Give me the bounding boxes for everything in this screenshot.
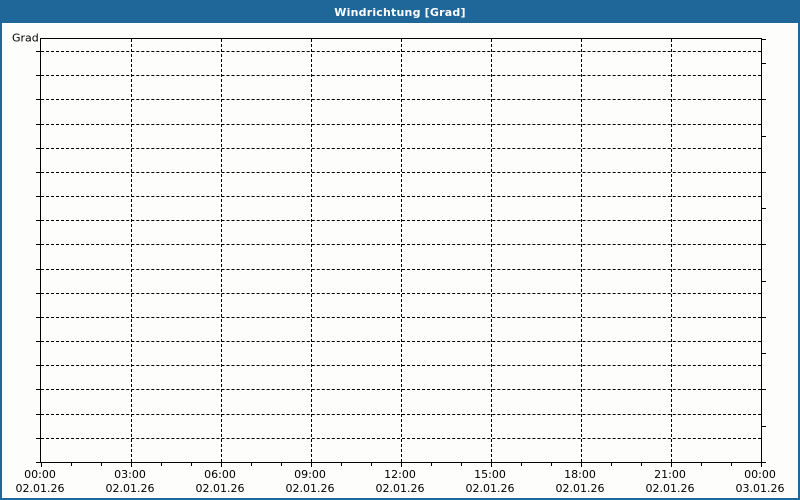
x-axis-label-date: 02.01.26 [15,482,65,495]
x-axis-label: 09:00 02.01.26 [286,468,335,496]
x-axis-label: 15:00 02.01.26 [466,468,515,496]
y-axis-tick-right [762,244,766,246]
y-axis-tick-left [36,316,40,318]
y-axis-tick-left [36,75,40,77]
x-axis-label-time: 00:00 [744,468,776,481]
gridline-vertical [581,39,582,462]
x-axis-tick-minor [371,463,372,466]
x-axis-tick-minor [701,463,702,466]
x-axis-label-date: 02.01.26 [645,482,695,495]
y-axis-tick-right [762,99,766,101]
x-axis-label-time: 12:00 [384,468,416,481]
page-title: Windrichtung [Grad] [334,6,466,19]
y-axis-tick-left [36,244,40,246]
x-axis-label-time: 15:00 [474,468,506,481]
y-axis-tick-right [762,316,766,318]
x-axis-label: 12:00 02.01.26 [376,468,425,496]
y-axis-tick-right [762,425,766,427]
x-axis-tick-minor [191,463,192,466]
x-axis-tick-minor [521,463,522,466]
y-axis-unit-label: Grad [12,31,39,45]
plot-area: 0306090120150180210240270300330360390420… [36,38,766,467]
y-axis-tick-left [36,196,40,198]
y-axis-tick-left [36,51,40,53]
y-axis-tick-left [36,268,40,270]
x-axis-tick-minor [161,463,162,466]
x-axis-label-date: 02.01.26 [375,482,425,495]
x-axis-label-time: 09:00 [294,468,326,481]
y-axis-tick-left [36,171,40,173]
y-axis-tick-left [36,341,40,343]
x-axis-tick-minor [341,463,342,466]
x-axis-label: 00:00 03.01.26 [736,468,785,496]
x-axis-tick-minor [101,463,102,466]
x-axis-label-time: 00:00 [24,468,56,481]
x-axis-tick-minor [431,463,432,466]
x-axis-tick-major [401,463,402,467]
y-axis-tick-right [762,353,766,355]
x-axis-tick-major [581,463,582,467]
y-axis-tick-left [36,99,40,101]
y-axis-tick-left [36,147,40,149]
x-axis-label: 18:00 02.01.26 [556,468,605,496]
x-axis-label: 00:00 02.01.26 [16,468,65,496]
y-axis-tick-left [36,389,40,391]
y-axis-tick-left [36,413,40,415]
x-axis-tick-major [491,463,492,467]
y-axis-tick-left [36,365,40,367]
y-axis-tick-right [762,171,766,173]
y-axis-tick-left [36,220,40,222]
y-axis-tick-left [36,123,40,125]
x-axis-label-date: 02.01.26 [105,482,155,495]
x-axis-tick-major [131,463,132,467]
x-axis-label-date: 02.01.26 [465,482,515,495]
x-axis-label-time: 03:00 [114,468,146,481]
gridline-vertical [671,39,672,462]
x-axis-label: 03:00 02.01.26 [106,468,155,496]
y-axis-tick-right [762,208,766,210]
y-axis-tick-left [36,437,40,439]
y-axis-tick-right [762,39,766,40]
x-axis-label: 06:00 02.01.26 [196,468,245,496]
chart-title-bar: Windrichtung [Grad] [2,2,798,23]
x-axis-tick-minor [731,463,732,466]
x-axis-tick-major [671,463,672,467]
x-axis-tick-minor [461,463,462,466]
gridline-vertical [311,39,312,462]
x-axis-tick-minor [641,463,642,466]
x-axis-tick-major [311,463,312,467]
gridline-vertical [401,39,402,462]
y-axis-tick-right [762,280,766,282]
x-axis-tick-major [221,463,222,467]
y-axis-tick-right [762,135,766,137]
x-axis-label-time: 21:00 [654,468,686,481]
gridline-vertical [491,39,492,462]
x-axis-tick-major [41,463,42,467]
y-axis-tick-right [762,462,766,463]
x-axis-label: 21:00 02.01.26 [646,468,695,496]
x-axis-label-date: 02.01.26 [195,482,245,495]
gridline-vertical [131,39,132,462]
y-axis-tick-left [36,462,40,463]
y-axis-tick-right [762,63,766,65]
x-axis-label-time: 18:00 [564,468,596,481]
x-axis-label-date: 03.01.26 [735,482,785,495]
gridline-vertical [221,39,222,462]
y-axis-tick-right [762,389,766,391]
x-axis-label-date: 02.01.26 [285,482,335,495]
x-axis-tick-minor [71,463,72,466]
x-axis-tick-major [761,463,762,467]
x-axis-tick-minor [551,463,552,466]
x-axis-label-date: 02.01.26 [555,482,605,495]
x-axis-tick-minor [281,463,282,466]
y-axis-tick-left [36,292,40,294]
x-axis-label-time: 06:00 [204,468,236,481]
x-axis-tick-minor [251,463,252,466]
x-axis-tick-minor [611,463,612,466]
